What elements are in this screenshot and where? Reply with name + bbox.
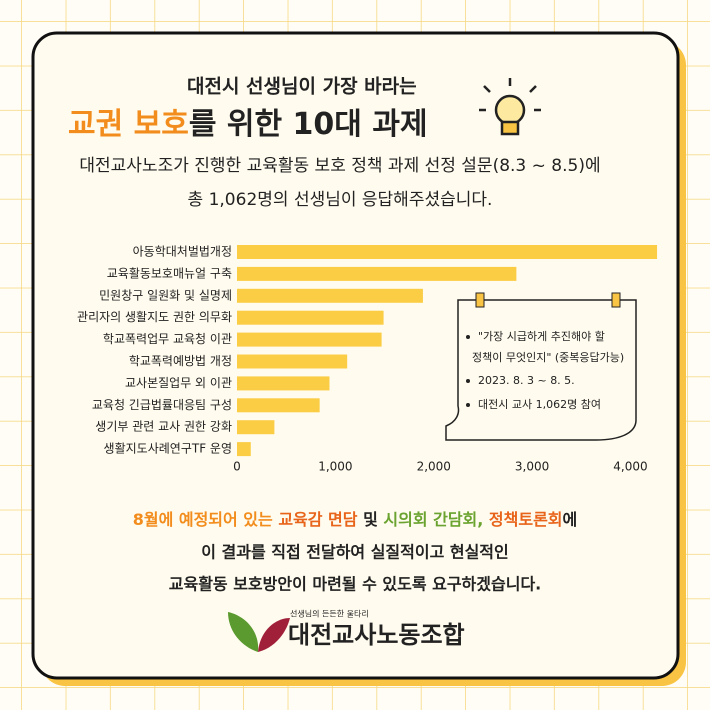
title: 교권 보호를 위한 10대 과제	[68, 107, 428, 142]
y-tick-label: 생기부 관련 교사 권한 강화	[95, 420, 232, 434]
closing-line: 8월에 예정되어 있는 교육감 면담 및 시의회 간담회, 정책토론회에	[133, 510, 578, 529]
closing-line: 교육활동 보호방안이 마련될 수 있도록 요구하겠습니다.	[169, 575, 542, 594]
closing-line: 이 결과를 직접 전달하여 실질적이고 현실적인	[201, 543, 509, 562]
y-tick-label: 교육활동보호매뉴얼 구축	[107, 266, 232, 280]
closing-part: 교육감 면담	[278, 510, 357, 529]
bar	[237, 245, 658, 259]
header-line: 대전시 선생님이 가장 바라는	[187, 76, 417, 98]
y-tick-label: 교육청 긴급법률대응팀 구성	[92, 398, 232, 412]
note-text: 정책이 무엇인지" (중복응답가능)	[472, 351, 624, 364]
bar	[237, 442, 251, 457]
bar	[237, 266, 517, 281]
y-tick-label: 생활지도사례연구TF 운영	[104, 442, 232, 456]
closing-part: 에	[563, 510, 578, 529]
bar	[237, 288, 423, 303]
panel	[31, 31, 680, 680]
y-tick-label: 관리자의 생활지도 권한 의무화	[77, 310, 232, 324]
title-rest: 를 위한 10대 과제	[189, 107, 428, 142]
x-tick-label: 0	[233, 460, 241, 474]
closing-part: 시의회 간담회,	[383, 510, 489, 529]
x-tick-label: 1,000	[318, 460, 352, 474]
y-tick-label: 민원창구 일원화 및 실명제	[99, 288, 232, 302]
bar	[237, 310, 384, 325]
bar	[237, 376, 330, 391]
closing-part: 8월에 예정되어 있는	[133, 510, 279, 529]
closing-part: 정책토론회	[489, 510, 563, 529]
x-tick-label: 4,000	[613, 460, 647, 474]
closing-part: 및	[358, 510, 384, 529]
intro-line: 총 1,062명의 선생님이 응답해주셨습니다.	[188, 190, 493, 210]
bar	[237, 332, 382, 347]
x-tick-label: 2,000	[417, 460, 451, 474]
y-tick-label: 교사본질업무 외 이관	[125, 376, 232, 390]
y-tick-label: 학교폭력업무 교육청 이관	[103, 332, 232, 346]
lightbulb-icon	[479, 78, 541, 136]
y-tick-label: 아동학대처벌법개정	[133, 245, 232, 259]
logo-slogan: 선생님의 든든한 울타리	[290, 609, 369, 619]
bar	[237, 420, 275, 435]
chart: 0 1,000 2,000 3,000 4,000 아동학대처벌법개정교육활동보호매뉴얼 …	[77, 245, 658, 474]
logo-name: 대전교사노동조합	[288, 621, 465, 649]
note-text: 2023. 8. 3 ~ 8. 5.	[478, 374, 575, 387]
y-tick-label: 학교폭력예방법 개정	[129, 354, 232, 368]
x-tick-label: 3,000	[515, 460, 549, 474]
bar	[237, 354, 348, 369]
note-text: 대전시 교사 1,062명 참여	[478, 398, 601, 411]
intro-line: 대전교사노조가 진행한 교육활동 보호 정책 과제 선정 설문(8.3 ~ 8.…	[79, 156, 600, 176]
bar	[237, 398, 320, 413]
note-scroll	[445, 292, 637, 441]
title-highlight: 교권 보호	[68, 107, 189, 142]
logo-mark	[228, 612, 290, 652]
note-text: "가장 시급하게 추진해야 할	[478, 329, 605, 343]
